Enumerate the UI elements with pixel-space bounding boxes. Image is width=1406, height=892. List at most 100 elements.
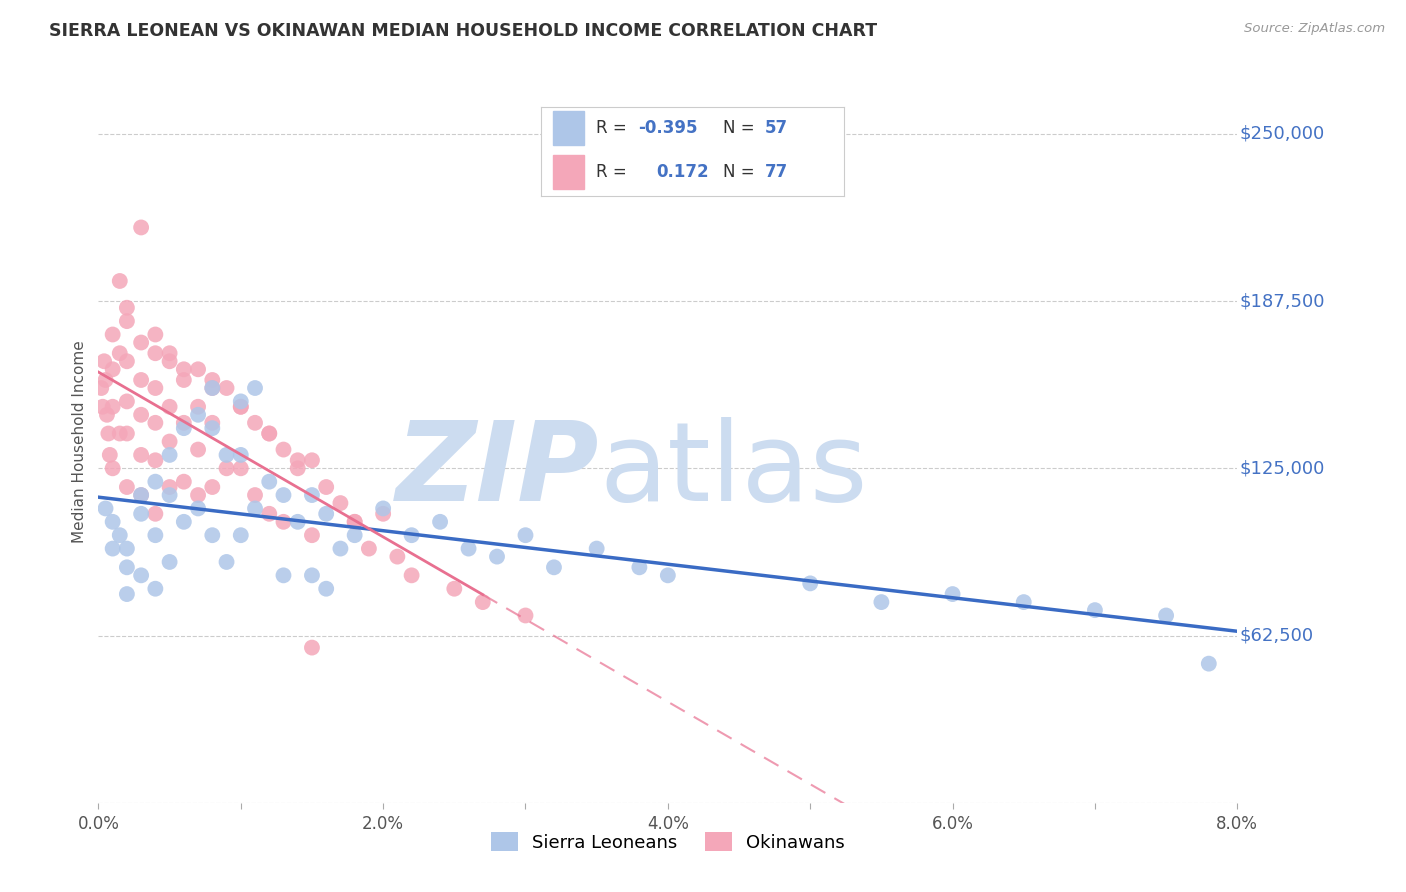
Point bbox=[273, 515, 295, 529]
Point bbox=[173, 515, 195, 529]
Point bbox=[229, 448, 252, 462]
Point bbox=[187, 442, 209, 457]
Point bbox=[243, 381, 266, 395]
Point bbox=[259, 426, 281, 441]
Point bbox=[343, 515, 366, 529]
Point bbox=[173, 475, 195, 489]
Point bbox=[201, 381, 224, 395]
Text: atlas: atlas bbox=[599, 417, 868, 524]
Text: R =: R = bbox=[596, 120, 631, 137]
Point bbox=[515, 528, 537, 542]
Point bbox=[315, 507, 337, 521]
Point bbox=[145, 416, 167, 430]
Point bbox=[301, 453, 323, 467]
Point bbox=[159, 346, 181, 360]
Point bbox=[129, 335, 152, 350]
Point bbox=[159, 480, 181, 494]
Point bbox=[243, 416, 266, 430]
Point bbox=[229, 400, 252, 414]
Point bbox=[287, 515, 309, 529]
Point bbox=[159, 488, 181, 502]
Point bbox=[229, 528, 252, 542]
Point bbox=[187, 408, 209, 422]
Point bbox=[145, 528, 167, 542]
Point bbox=[115, 314, 138, 328]
Point bbox=[173, 362, 195, 376]
Legend: Sierra Leoneans, Okinawans: Sierra Leoneans, Okinawans bbox=[484, 825, 852, 859]
Text: ZIP: ZIP bbox=[396, 417, 599, 524]
Point bbox=[115, 480, 138, 494]
Text: SIERRA LEONEAN VS OKINAWAN MEDIAN HOUSEHOLD INCOME CORRELATION CHART: SIERRA LEONEAN VS OKINAWAN MEDIAN HOUSEH… bbox=[49, 22, 877, 40]
Text: $187,500: $187,500 bbox=[1240, 292, 1324, 310]
Point bbox=[145, 582, 167, 596]
Point bbox=[173, 421, 195, 435]
Point bbox=[1198, 657, 1220, 671]
Point bbox=[315, 480, 337, 494]
Point bbox=[173, 416, 195, 430]
Point bbox=[215, 448, 238, 462]
Point bbox=[201, 528, 224, 542]
Point bbox=[115, 354, 138, 368]
Point bbox=[1084, 603, 1107, 617]
Point bbox=[315, 582, 337, 596]
Point bbox=[343, 515, 366, 529]
Point bbox=[799, 576, 821, 591]
Point bbox=[387, 549, 409, 564]
Point bbox=[129, 448, 152, 462]
Text: $125,000: $125,000 bbox=[1240, 459, 1324, 477]
Text: N =: N = bbox=[723, 163, 759, 181]
Point bbox=[287, 461, 309, 475]
Point bbox=[215, 461, 238, 475]
Point bbox=[457, 541, 479, 556]
Point bbox=[115, 587, 138, 601]
Point bbox=[129, 408, 152, 422]
Text: 77: 77 bbox=[765, 163, 789, 181]
Point bbox=[229, 394, 252, 409]
Point bbox=[129, 568, 152, 582]
Point bbox=[259, 426, 281, 441]
Point bbox=[443, 582, 465, 596]
Point bbox=[145, 327, 167, 342]
Point bbox=[159, 434, 181, 449]
Point bbox=[145, 381, 167, 395]
Point bbox=[129, 220, 152, 235]
Point bbox=[259, 507, 281, 521]
Point bbox=[94, 501, 117, 516]
Point bbox=[97, 426, 120, 441]
Point bbox=[301, 568, 323, 582]
Point bbox=[371, 501, 394, 516]
Point bbox=[96, 408, 118, 422]
Point bbox=[115, 426, 138, 441]
Point bbox=[115, 560, 138, 574]
Text: R =: R = bbox=[596, 163, 637, 181]
Text: -0.395: -0.395 bbox=[638, 120, 697, 137]
Text: 57: 57 bbox=[765, 120, 789, 137]
Point bbox=[129, 507, 152, 521]
Point bbox=[628, 560, 651, 574]
Point bbox=[115, 301, 138, 315]
Point bbox=[115, 541, 138, 556]
Point bbox=[273, 488, 295, 502]
Point bbox=[91, 400, 114, 414]
Point bbox=[229, 461, 252, 475]
Point bbox=[657, 568, 679, 582]
Point bbox=[287, 453, 309, 467]
Point bbox=[159, 354, 181, 368]
Point bbox=[243, 501, 266, 516]
Point bbox=[115, 394, 138, 409]
Point bbox=[187, 362, 209, 376]
Point bbox=[329, 496, 352, 510]
Point bbox=[129, 488, 152, 502]
Point bbox=[187, 488, 209, 502]
Point bbox=[201, 373, 224, 387]
Point bbox=[145, 507, 167, 521]
Bar bbox=[554, 155, 583, 189]
Point bbox=[585, 541, 607, 556]
Point bbox=[145, 475, 167, 489]
Point bbox=[273, 568, 295, 582]
Point bbox=[942, 587, 965, 601]
Point bbox=[98, 448, 121, 462]
Point bbox=[515, 608, 537, 623]
Point bbox=[215, 381, 238, 395]
Point bbox=[301, 488, 323, 502]
